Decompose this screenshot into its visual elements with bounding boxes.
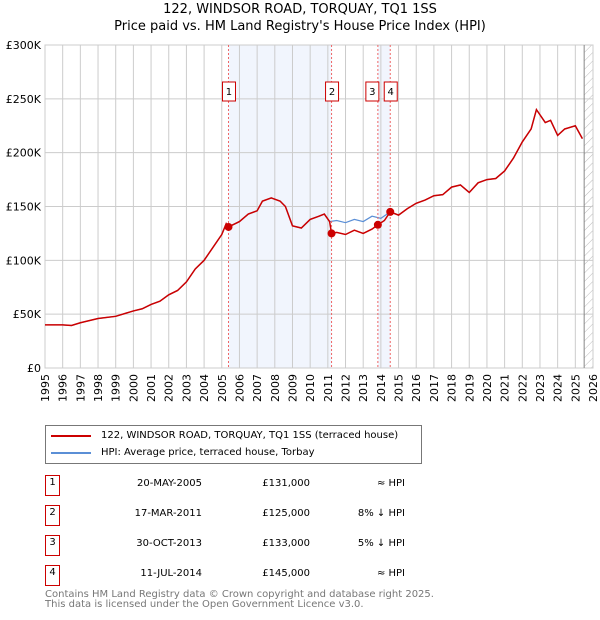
x-tick-label: 1999 <box>110 374 123 402</box>
x-tick-label: 2024 <box>552 374 565 402</box>
x-tick-label: 2004 <box>198 374 211 402</box>
sale-marker-box <box>221 81 236 102</box>
y-tick-label: £200K <box>6 147 42 160</box>
sale-point <box>373 220 382 229</box>
legend-label: HPI: Average price, terraced house, Torb… <box>101 447 315 458</box>
sale-row: 2 17-MAR-2011 £125,000 8% ↓ HPI <box>45 505 405 526</box>
x-tick-label: 2000 <box>127 374 140 402</box>
y-tick-label: £250K <box>6 93 42 106</box>
sale-price: £133,000 <box>262 538 310 549</box>
y-tick-label: £100K <box>6 254 42 267</box>
x-tick-label: 2012 <box>340 374 353 402</box>
x-tick-label: 2017 <box>428 374 441 402</box>
sale-row: 4 11-JUL-2014 £145,000 ≈ HPI <box>45 565 405 586</box>
x-tick-label: 1996 <box>57 374 70 402</box>
y-tick-label: £0 <box>27 362 41 375</box>
x-tick-label: 2014 <box>375 374 388 402</box>
x-tick-label: 2007 <box>251 374 264 402</box>
x-tick-label: 2016 <box>410 374 423 402</box>
x-tick-label: 2021 <box>499 374 512 402</box>
x-tick-label: 2003 <box>180 374 193 402</box>
x-tick-label: 2018 <box>446 374 459 402</box>
sale-price: £125,000 <box>262 508 310 519</box>
sale-marker: 4 <box>45 565 60 586</box>
sale-marker-label: 3 <box>369 87 375 98</box>
sale-hpi-relation: 8% ↓ HPI <box>357 508 405 519</box>
sale-point <box>386 207 395 216</box>
x-tick-label: 2011 <box>322 374 335 402</box>
sale-marker-box <box>325 81 340 102</box>
footer: Contains HM Land Registry data © Crown c… <box>45 590 434 610</box>
sale-hpi-relation: 5% ↓ HPI <box>357 538 405 549</box>
sale-marker: 2 <box>45 505 60 526</box>
x-tick-label: 2009 <box>286 374 299 402</box>
x-tick-label: 2019 <box>463 374 476 402</box>
footer-line: Contains HM Land Registry data © Crown c… <box>45 589 434 600</box>
x-tick-label: 2005 <box>216 374 229 402</box>
x-tick-label: 2015 <box>393 374 406 402</box>
x-tick-label: 2023 <box>534 374 547 402</box>
sale-marker: 3 <box>45 535 60 556</box>
sale-date: 11-JUL-2014 <box>140 568 202 579</box>
chart-title: 122, WINDSOR ROAD, TORQUAY, TQ1 1SS <box>163 2 437 17</box>
sale-price: £131,000 <box>262 478 310 489</box>
sale-marker: 1 <box>45 475 60 496</box>
x-tick-label: 1998 <box>92 374 105 402</box>
x-tick-label: 2006 <box>233 374 246 402</box>
price-chart: £0 £50K £100K £150K £200K £250K £300K 1995 1996 1… <box>6 39 600 402</box>
y-tick-label: £150K <box>6 201 42 214</box>
legend-label: 122, WINDSOR ROAD, TORQUAY, TQ1 1SS (ter… <box>101 430 399 441</box>
sale-point <box>224 222 233 231</box>
sale-row: 3 30-OCT-2013 £133,000 5% ↓ HPI <box>45 535 405 556</box>
sale-hpi-relation: ≈ HPI <box>376 568 405 579</box>
x-tick-label: 2020 <box>481 374 494 402</box>
legend: 122, WINDSOR ROAD, TORQUAY, TQ1 1SS (ter… <box>45 425 422 464</box>
x-tick-label: 2025 <box>569 374 582 402</box>
chart-subtitle: Price paid vs. HM Land Registry's House … <box>114 19 486 34</box>
legend-item-property: 122, WINDSOR ROAD, TORQUAY, TQ1 1SS (ter… <box>51 430 398 441</box>
sale-marker-label: 1 <box>226 87 232 98</box>
x-tick-label: 2008 <box>269 374 282 402</box>
y-tick-label: £50K <box>13 308 42 321</box>
x-tick-label: 1997 <box>74 374 87 402</box>
sale-date: 30-OCT-2013 <box>136 538 202 549</box>
x-tick-label: 2013 <box>357 374 370 402</box>
x-tick-label: 1995 <box>39 374 52 402</box>
sale-marker-box <box>365 81 380 102</box>
sale-row: 1 20-MAY-2005 £131,000 ≈ HPI <box>45 475 405 496</box>
legend-item-hpi: HPI: Average price, terraced house, Torb… <box>51 447 315 458</box>
sale-price: £145,000 <box>262 568 310 579</box>
x-tick-label: 2010 <box>304 374 317 402</box>
sale-hpi-relation: ≈ HPI <box>376 478 405 489</box>
x-tick-label: 2026 <box>587 374 600 402</box>
x-tick-label: 2002 <box>163 374 176 402</box>
x-tick-label: 2001 <box>145 374 158 402</box>
sale-marker-box <box>383 81 398 102</box>
x-tick-label: 2022 <box>516 374 529 402</box>
sale-marker-label: 2 <box>329 87 335 98</box>
sale-date: 17-MAR-2011 <box>134 508 202 519</box>
y-tick-label: £300K <box>6 39 42 52</box>
footer-line: This data is licensed under the Open Gov… <box>45 599 364 610</box>
sale-date: 20-MAY-2005 <box>136 478 202 489</box>
sale-marker-label: 4 <box>388 87 394 98</box>
sale-point <box>327 229 336 238</box>
property-price-line <box>45 107 584 327</box>
